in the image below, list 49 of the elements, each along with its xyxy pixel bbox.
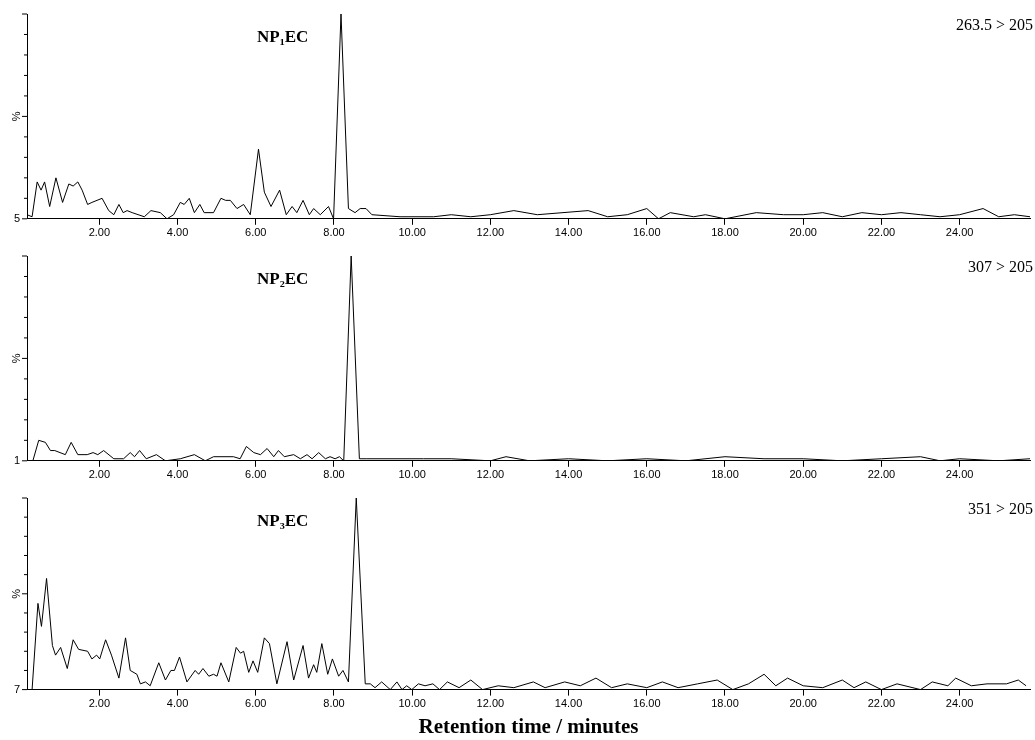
- x-tick-label: 16.00: [633, 468, 661, 481]
- x-tick-label: 4.00: [166, 226, 189, 239]
- x-tick-label: 20.00: [789, 226, 817, 239]
- x-tick-label: 14.00: [554, 468, 583, 481]
- x-tick-label: 6.00: [245, 697, 267, 710]
- text: 7: [13, 682, 20, 695]
- text: 5: [13, 211, 20, 224]
- x-tick-label: 14.00: [554, 226, 583, 239]
- x-tick-label: 10.00: [398, 697, 426, 710]
- x-tick-label: 16.00: [633, 226, 661, 239]
- x-tick-label: 12.00: [476, 468, 505, 481]
- x-tick-label: 20.00: [789, 468, 817, 481]
- x-tick-label: 8.00: [323, 226, 345, 239]
- x-tick-label: 18.00: [711, 468, 739, 481]
- x-tick-label: 8.00: [323, 468, 345, 481]
- text: 1: [13, 453, 20, 466]
- x-axis-title: Retention time / minutes: [418, 713, 639, 738]
- x-tick-label: 24.00: [945, 226, 974, 239]
- x-tick-label: 8.00: [323, 697, 345, 710]
- x-tick-label: 4.00: [166, 697, 189, 710]
- y-axis-title: %: [10, 111, 23, 122]
- annotation: NP₂EC: [257, 269, 309, 289]
- annotation: NP₃EC: [257, 511, 309, 531]
- y-axis-title: %: [10, 353, 23, 364]
- x-tick-label: 24.00: [945, 697, 974, 710]
- x-tick-label: 24.00: [945, 468, 974, 481]
- x-tick-label: 6.00: [245, 468, 267, 481]
- x-tick-label: 12.00: [476, 226, 505, 239]
- x-tick-label: 4.00: [166, 468, 189, 481]
- x-tick-label: 18.00: [711, 697, 739, 710]
- x-tick-label: 6.00: [245, 226, 267, 239]
- x-tick-label: 10.00: [398, 468, 426, 481]
- x-tick-label: 16.00: [633, 697, 661, 710]
- x-tick-label: 2.00: [88, 468, 111, 481]
- x-tick-label: 18.00: [711, 226, 739, 239]
- annotation: NP₁EC: [257, 27, 309, 47]
- x-tick-label: 14.00: [554, 697, 583, 710]
- x-tick-label: 20.00: [789, 697, 817, 710]
- x-tick-label: 2.00: [88, 697, 111, 710]
- x-tick-label: 2.00: [88, 226, 111, 239]
- x-tick-label: 22.00: [867, 226, 896, 239]
- x-tick-label: 22.00: [867, 697, 896, 710]
- x-tick-label: 12.00: [476, 697, 505, 710]
- x-tick-label: 10.00: [398, 226, 426, 239]
- y-axis-title: %: [10, 588, 23, 599]
- annotation: 351 > 205: [967, 500, 1033, 518]
- x-tick-label: 22.00: [867, 468, 896, 481]
- annotation: 307 > 205: [967, 258, 1033, 276]
- annotation: 263.5 > 205: [955, 16, 1033, 34]
